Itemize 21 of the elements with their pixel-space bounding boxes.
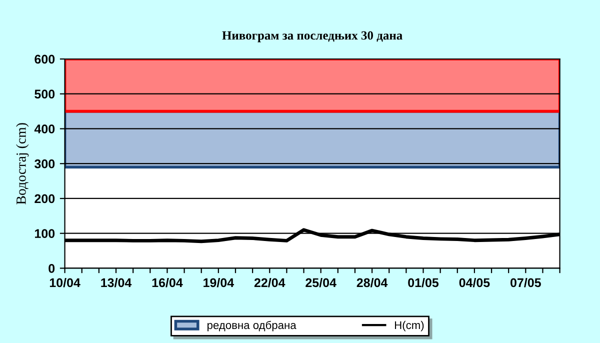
y-tick-label: 500	[34, 90, 55, 99]
y-tick-label: 0	[48, 264, 55, 273]
x-tick-label: 25/04	[306, 278, 336, 288]
y-tick-label: 200	[34, 194, 55, 204]
legend-label: редовна одбрана	[208, 320, 296, 332]
x-tick-label: 22/04	[254, 278, 286, 288]
x-tick-label: 13/04	[101, 278, 132, 288]
chart-title: Нивограм за последњих 30 дана	[222, 31, 402, 42]
y-tick-label: 100	[35, 229, 55, 238]
x-tick-label: 10/04	[50, 278, 80, 288]
x-tick-label: 19/04	[204, 278, 234, 288]
x-tick-label: 16/04	[152, 278, 183, 288]
y-tick-label: 600	[34, 54, 55, 64]
x-tick-label: 04/05	[459, 278, 490, 288]
y-tick-label: 300	[34, 159, 55, 168]
y-tick-label: 400	[34, 124, 55, 134]
y-axis-title: Водостај (cm)	[16, 123, 29, 204]
x-tick-label: 28/04	[356, 278, 388, 288]
x-tick-label: 01/05	[408, 278, 439, 288]
x-tick-label: 07/05	[510, 278, 541, 288]
legend-label: H(cm)	[395, 320, 424, 332]
